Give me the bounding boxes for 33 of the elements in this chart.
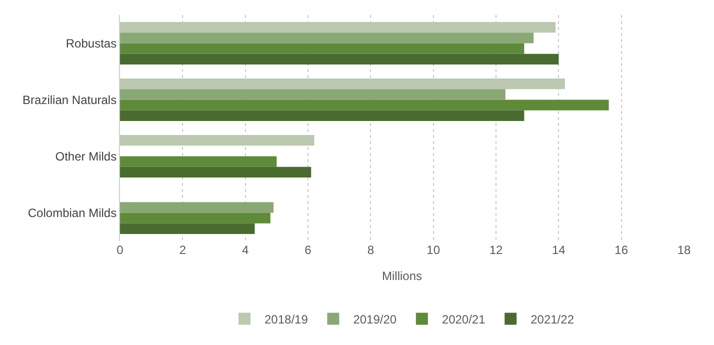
legend-label: 2018/19	[264, 312, 308, 326]
bar	[120, 135, 314, 146]
legend-label: 2019/20	[353, 312, 397, 326]
bar	[120, 89, 506, 100]
bar	[120, 22, 556, 33]
y-tick-label: Robustas	[66, 36, 117, 50]
legend-label: 2021/22	[530, 312, 574, 326]
x-tick-label: 6	[304, 243, 312, 257]
legend-label: 2020/21	[442, 312, 486, 326]
x-tick-label: 16	[614, 243, 628, 257]
x-tick-label: 12	[489, 243, 503, 257]
bar	[120, 166, 312, 178]
y-tick-label: Brazilian Naturals	[22, 92, 117, 107]
y-tick-label: Colombian Milds	[28, 206, 117, 220]
bar	[120, 54, 559, 64]
y-tick-label: Other Milds	[55, 149, 117, 164]
x-tick-label: 2	[179, 243, 186, 257]
bar	[120, 156, 277, 167]
x-tick-label: 8	[367, 243, 374, 257]
x-tick-label: 18	[677, 243, 691, 257]
bar	[120, 202, 274, 213]
bar	[120, 32, 534, 44]
bar	[120, 223, 255, 234]
bar	[120, 100, 609, 110]
x-tick-label: 4	[242, 243, 249, 257]
bar	[120, 110, 524, 121]
bar	[120, 43, 524, 54]
bar	[120, 212, 270, 224]
bar	[120, 78, 565, 90]
x-tick-label: 14	[552, 243, 566, 257]
x-tick-label: 10	[426, 243, 440, 257]
x-tick-label: 0	[116, 243, 124, 257]
x-axis-title: Millions	[382, 268, 422, 283]
